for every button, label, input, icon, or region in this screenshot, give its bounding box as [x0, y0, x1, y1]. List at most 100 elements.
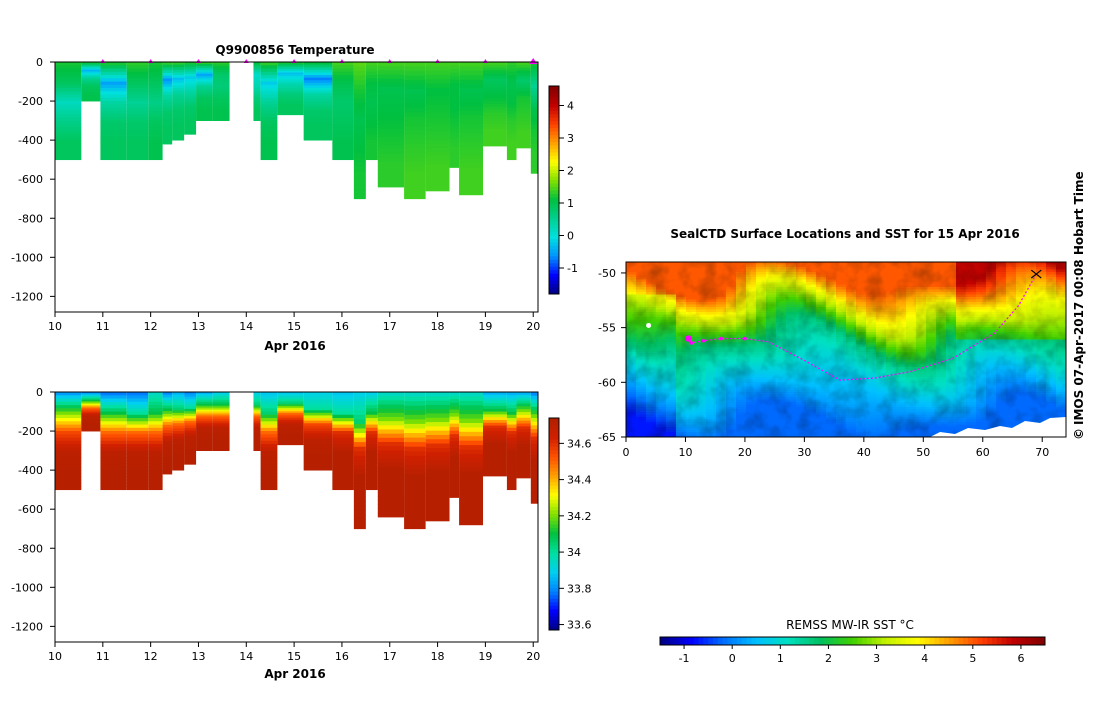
heatmap-cell [426, 169, 450, 174]
heatmap-cell [172, 431, 184, 434]
heatmap-cell [531, 129, 538, 133]
heatmap-cell [507, 418, 517, 422]
heatmap-cell [127, 121, 149, 125]
heatmap-cell [172, 439, 184, 442]
heatmap-cell [261, 140, 278, 144]
heatmap-cell [148, 150, 162, 154]
heatmap-cell [426, 504, 450, 509]
heatmap-cell [366, 101, 378, 105]
heatmap-cell [516, 105, 530, 108]
heatmap-cell [304, 130, 333, 133]
colorbar-segment [549, 510, 559, 514]
heatmap-cell [516, 464, 530, 467]
heatmap-cell [148, 392, 162, 396]
heatmap-cell [507, 464, 517, 468]
heatmap-cell [261, 91, 278, 95]
heatmap-cell [404, 460, 426, 465]
colorbar-segment [549, 506, 559, 510]
heatmap-cell [426, 448, 450, 453]
heatmap-cell [261, 399, 278, 403]
heatmap-cell [507, 104, 517, 108]
y-tick-label: 0 [36, 56, 43, 69]
heatmap-cell [184, 411, 196, 414]
heatmap-cell [507, 147, 517, 151]
heatmap-cell [184, 69, 196, 72]
sst-map-section: SealCTD Surface Locations and SST for 15… [598, 227, 1067, 665]
temperature-title: Q9900856 Temperature [215, 43, 374, 57]
heatmap-cell [100, 65, 126, 69]
heatmap-cell [304, 138, 333, 141]
heatmap-cell [304, 80, 333, 83]
heatmap-cell [507, 392, 517, 396]
heatmap-cell [531, 437, 538, 441]
heatmap-cell [184, 409, 196, 412]
heatmap-cell [304, 408, 333, 411]
heatmap-cell [163, 84, 173, 87]
heatmap-cell [163, 95, 173, 98]
heatmap-cell [163, 397, 173, 400]
heatmap-cell [516, 424, 530, 427]
heatmap-cell [366, 467, 378, 471]
colorbar-segment [549, 249, 559, 253]
heatmap-cell [127, 457, 149, 461]
heatmap-cell [483, 398, 507, 401]
heatmap-cell [459, 427, 483, 432]
colorbar-segment [703, 637, 708, 645]
heatmap-cell [450, 466, 460, 470]
heatmap-cell [450, 420, 460, 424]
heatmap-cell [354, 442, 366, 447]
heatmap-cell [507, 434, 517, 438]
colorbar-segment [549, 489, 559, 493]
colorbar-segment [549, 221, 559, 225]
heatmap-cell [332, 441, 354, 445]
heatmap-cell [55, 111, 81, 115]
heatmap-cell [378, 400, 404, 405]
heatmap-cell [127, 108, 149, 112]
heatmap-cell [483, 456, 507, 459]
heatmap-cell [304, 83, 333, 86]
heatmap-cell [483, 403, 507, 406]
heatmap-cell [261, 111, 278, 115]
heatmap-cell [196, 119, 213, 121]
heatmap-cell [184, 76, 196, 79]
heatmap-cell [531, 81, 538, 85]
profile-column [378, 62, 404, 187]
heatmap-cell [459, 120, 483, 125]
heatmap-cell [459, 507, 483, 512]
heatmap-cell [450, 406, 460, 410]
colorbar-segment [549, 517, 559, 521]
heatmap-cell [148, 415, 162, 419]
heatmap-cell [261, 69, 278, 73]
heatmap-cell [483, 107, 507, 110]
heatmap-cell [366, 392, 378, 396]
colorbar-segment [549, 190, 559, 194]
heatmap-cell [404, 144, 426, 149]
y-tick-label: -65 [598, 431, 616, 444]
colorbar-segment [549, 598, 559, 602]
heatmap-cell [483, 414, 507, 417]
heatmap-cell [483, 440, 507, 443]
heatmap-cell [55, 415, 81, 419]
heatmap-cell [378, 66, 404, 71]
heatmap-cell [100, 441, 126, 445]
heatmap-cell [366, 111, 378, 115]
heatmap-cell [507, 156, 517, 160]
heatmap-cell [366, 127, 378, 131]
colorbar-segment [549, 162, 559, 166]
heatmap-cell [172, 130, 184, 133]
heatmap-cell [507, 127, 517, 131]
colorbar-segment [549, 259, 559, 263]
heatmap-cell [127, 460, 149, 464]
heatmap-cell [378, 125, 404, 130]
heatmap-cell [127, 98, 149, 102]
heatmap-cell [450, 462, 460, 466]
heatmap-cell [404, 149, 426, 154]
heatmap-cell [531, 144, 538, 148]
x-tick-label: 13 [191, 320, 205, 333]
heatmap-cell [354, 176, 366, 181]
heatmap-cell [148, 101, 162, 105]
colorbar-segment [549, 520, 559, 524]
heatmap-cell [100, 395, 126, 399]
heatmap-cell [366, 402, 378, 406]
